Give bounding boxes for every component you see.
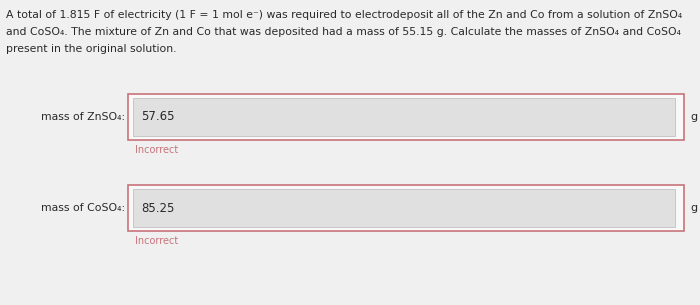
Text: Incorrect: Incorrect (135, 145, 178, 155)
Text: g: g (690, 203, 697, 213)
Text: 85.25: 85.25 (141, 202, 174, 214)
Text: A total of 1.815 F of electricity (1 F = 1 mol e⁻) was required to electrodeposi: A total of 1.815 F of electricity (1 F =… (6, 10, 682, 20)
Text: present in the original solution.: present in the original solution. (6, 44, 176, 54)
Text: mass of CoSO₄:: mass of CoSO₄: (41, 203, 125, 213)
Text: 57.65: 57.65 (141, 110, 174, 124)
Text: Incorrect: Incorrect (135, 236, 178, 246)
Text: and CoSO₄. The mixture of Zn and Co that was deposited had a mass of 55.15 g. Ca: and CoSO₄. The mixture of Zn and Co that… (6, 27, 681, 37)
Text: mass of ZnSO₄:: mass of ZnSO₄: (41, 112, 125, 122)
Bar (128, 185, 684, 231)
Bar (128, 94, 684, 140)
Text: g: g (690, 112, 697, 122)
Bar (133, 98, 675, 136)
Bar (133, 189, 675, 227)
